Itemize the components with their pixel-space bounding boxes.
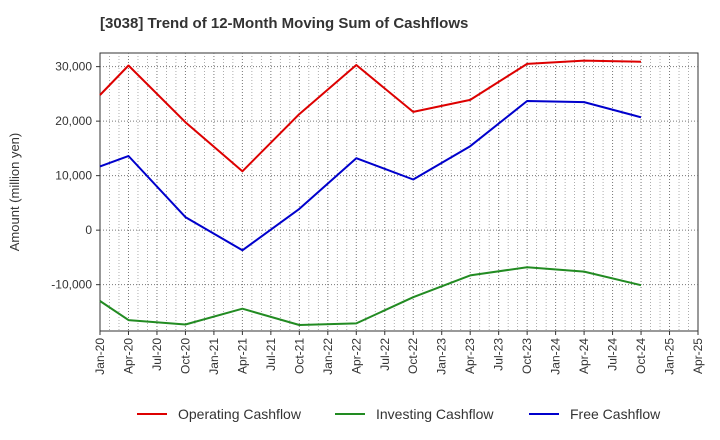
x-tick-label: Jan-22 — [321, 338, 335, 375]
y-tick-label: 0 — [85, 223, 92, 237]
free-cashflow-line — [99, 100, 642, 252]
x-tick-label: Jan-24 — [549, 338, 563, 375]
x-tick-label: Jan-20 — [93, 338, 107, 375]
y-axis-ticks: 30,000 20,000 10,000 0 -10,000 — [51, 60, 100, 292]
legend-label-operating-cashflow: Operating Cashflow — [178, 406, 302, 422]
legend-label-investing-cashflow: Investing Cashflow — [376, 406, 494, 422]
x-tick-label: Oct-23 — [520, 338, 534, 374]
y-tick-label: 10,000 — [55, 169, 92, 183]
x-tick-label: Jul-21 — [264, 338, 278, 371]
x-tick-label: Apr-24 — [577, 338, 591, 374]
x-tick-label: Oct-22 — [406, 338, 420, 374]
operating-cashflow-line — [99, 59, 642, 173]
x-tick-label: Jan-23 — [435, 338, 449, 375]
x-tick-label: Apr-25 — [691, 338, 705, 374]
x-tick-label: Apr-20 — [121, 338, 135, 374]
y-axis-label: Amount (million yen) — [7, 133, 22, 252]
legend-label-free-cashflow: Free Cashflow — [570, 406, 661, 422]
x-tick-label: Jul-22 — [378, 338, 392, 371]
plot-area — [99, 52, 699, 332]
x-tick-label: Oct-24 — [634, 338, 648, 374]
legend: Operating Cashflow Investing Cashflow Free… — [137, 406, 661, 422]
chart-title: [3038] Trend of 12-Month Moving Sum of C… — [100, 15, 469, 32]
x-tick-label: Oct-20 — [178, 338, 192, 374]
legend-item-investing-cashflow: Investing Cashflow — [335, 406, 494, 422]
x-tick-label: Apr-23 — [463, 338, 477, 374]
x-tick-label: Apr-22 — [349, 338, 363, 374]
investing-cashflow-line — [99, 266, 642, 326]
legend-item-operating-cashflow: Operating Cashflow — [137, 406, 302, 422]
x-tick-label: Jul-23 — [492, 338, 506, 371]
x-tick-label: Jan-25 — [663, 338, 677, 375]
x-tick-label: Jul-20 — [150, 338, 164, 371]
x-tick-label: Apr-21 — [235, 338, 249, 374]
series-lines — [99, 59, 642, 326]
y-tick-label: -10,000 — [51, 278, 92, 292]
y-tick-label: 20,000 — [55, 114, 92, 128]
x-tick-label: Jul-24 — [606, 338, 620, 371]
legend-item-free-cashflow: Free Cashflow — [529, 406, 661, 422]
x-axis-ticks: Jan-20 Apr-20 Jul-20 Oct-20 Jan-21 Apr-21 Jul-… — [93, 331, 705, 375]
grid-lines — [100, 53, 698, 331]
x-tick-label: Jan-21 — [207, 338, 221, 375]
y-tick-label: 30,000 — [55, 60, 92, 74]
x-tick-label: Oct-21 — [292, 338, 306, 374]
plot-frame — [99, 52, 699, 332]
